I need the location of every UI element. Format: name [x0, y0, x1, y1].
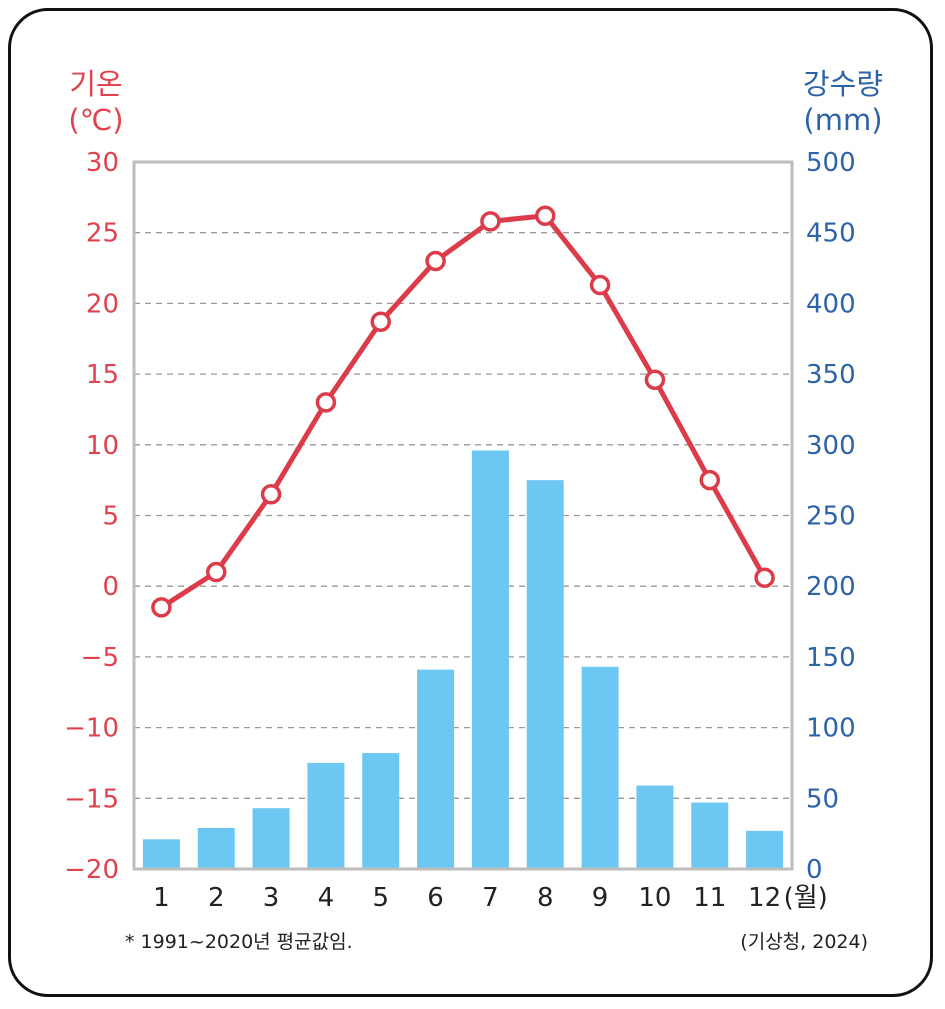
left-axis-title-line1: 기온	[69, 67, 122, 101]
x-tick-label: 6	[427, 883, 444, 913]
temperature-point	[644, 369, 666, 391]
right-tick-label: 200	[806, 572, 856, 602]
right-axis-title-line1: 강수량	[803, 67, 883, 101]
right-axis-title-line2: (mm)	[803, 103, 882, 137]
temperature-point	[699, 469, 720, 491]
temperature-point	[425, 250, 446, 272]
x-tick-label: 11	[693, 883, 726, 913]
precipitation-bar	[417, 669, 455, 869]
temperature-point	[754, 567, 775, 588]
precipitation-bar	[691, 802, 729, 869]
x-tick-label: 8	[537, 883, 554, 913]
left-tick-label: 25	[86, 219, 119, 249]
precipitation-bar	[636, 785, 674, 869]
bar-layer	[142, 450, 784, 869]
grid-layer	[134, 232, 792, 799]
right-tick-label: 400	[806, 289, 856, 319]
x-tick-label: 5	[372, 883, 389, 913]
precipitation-bar	[526, 480, 564, 869]
left-tick-label: 20	[86, 289, 119, 319]
left-tick-label: 5	[102, 502, 119, 532]
line-layer	[151, 205, 775, 618]
precipitation-bar	[197, 827, 235, 869]
temperature-point	[480, 211, 501, 232]
footnote: * 1991~2020년 평균값임.	[125, 931, 353, 953]
right-tick-label: 150	[806, 643, 856, 673]
precipitation-bar	[142, 839, 180, 869]
right-tick-label: 250	[806, 502, 856, 532]
x-tick-label: 1	[153, 883, 170, 913]
right-tick-label: 50	[806, 784, 839, 814]
x-tick-label: 2	[208, 883, 225, 913]
left-tick-label: 30	[86, 148, 119, 178]
x-tick-label: 9	[592, 883, 609, 913]
right-tick-label: 0	[806, 855, 823, 885]
x-tick-label: 3	[263, 883, 280, 913]
source-label: (기상청, 2024)	[740, 931, 868, 953]
precipitation-bar	[362, 753, 400, 869]
x-axis-unit: (월)	[784, 883, 828, 913]
plot-area-border	[132, 160, 794, 871]
left-tick-label: −10	[64, 714, 119, 744]
left-axis-title-line2: (℃)	[68, 103, 123, 137]
temperature-point	[151, 597, 172, 618]
x-tick-label: 10	[638, 883, 671, 913]
right-tick-label: 350	[806, 360, 856, 390]
temperature-line	[160, 213, 767, 610]
left-tick-label: −5	[81, 643, 119, 673]
left-tick-label: 15	[86, 360, 119, 390]
precipitation-bar	[581, 666, 619, 869]
right-tick-label: 300	[806, 431, 856, 461]
precipitation-bar	[252, 808, 290, 869]
right-tick-label: 450	[806, 219, 856, 249]
x-tick-label: 4	[318, 883, 335, 913]
left-tick-label: 0	[102, 572, 119, 602]
temperature-point	[260, 484, 282, 505]
temperature-point	[370, 311, 391, 333]
precipitation-bar	[307, 762, 345, 869]
temperature-point	[589, 274, 611, 296]
right-tick-label: 100	[806, 714, 856, 744]
temperature-point	[206, 561, 227, 583]
precipitation-bar	[471, 450, 509, 869]
left-tick-label: −15	[64, 784, 119, 814]
x-tick-label: 12	[748, 883, 781, 913]
left-tick-label: 10	[86, 431, 119, 461]
precipitation-bar	[746, 830, 784, 869]
left-tick-label: −20	[64, 855, 119, 885]
temperature-point	[315, 392, 337, 413]
right-tick-label: 500	[806, 148, 856, 178]
x-tick-label: 7	[482, 883, 499, 913]
temperature-point	[535, 205, 556, 226]
